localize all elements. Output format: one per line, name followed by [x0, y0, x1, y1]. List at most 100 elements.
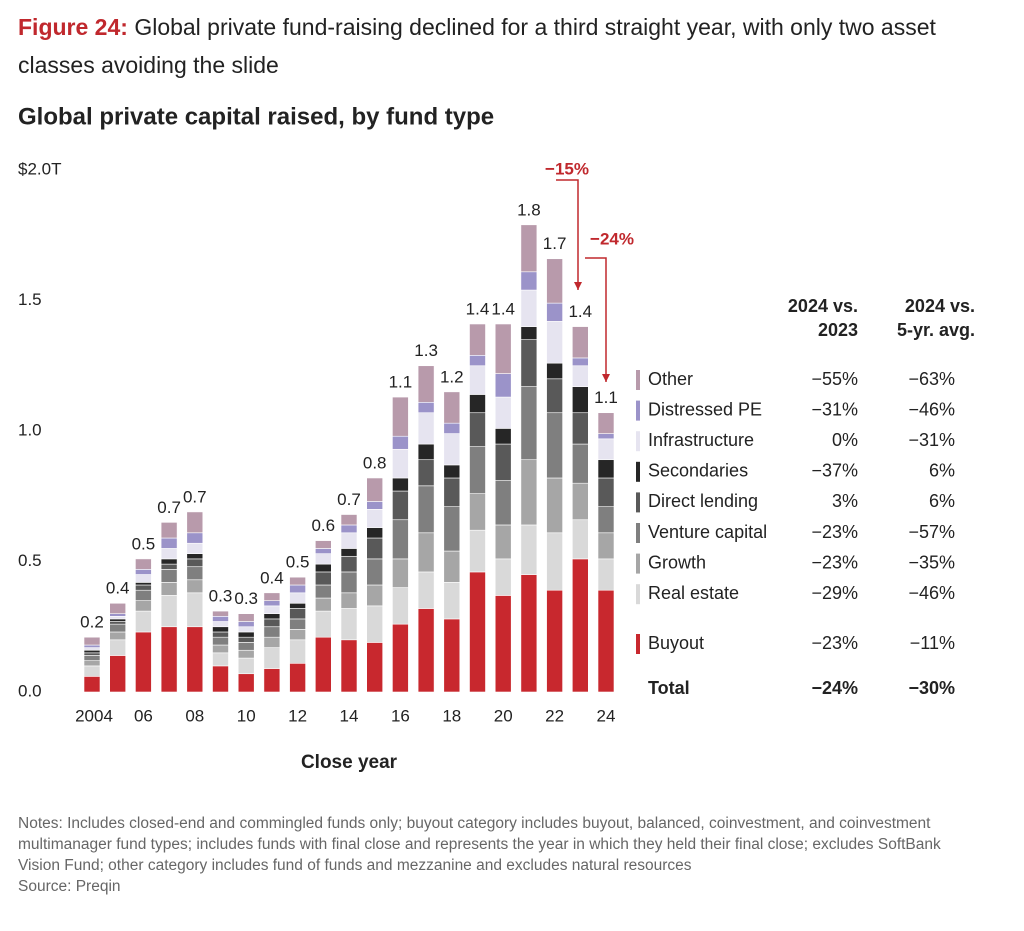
notes: Notes: Includes closed-end and commingle…	[18, 815, 941, 874]
x-tick-label: 24	[597, 706, 616, 725]
bar-segment	[469, 412, 486, 447]
bar-segment	[263, 592, 281, 601]
bar-segment	[135, 574, 152, 583]
bar-segment	[340, 571, 358, 594]
total-label: 0.8	[363, 453, 387, 472]
bar-segment	[340, 592, 358, 609]
legend-swatch	[636, 523, 640, 543]
total-label: 0.5	[132, 534, 156, 553]
bar-segment	[160, 569, 178, 583]
bar-segment	[83, 676, 101, 693]
x-tick-label: 16	[391, 706, 410, 725]
bar-segment	[83, 652, 101, 656]
bar-segment	[135, 582, 152, 586]
bar-segment	[160, 582, 178, 596]
x-axis-label: Close year	[301, 752, 398, 773]
change-vs-2023: −29%	[811, 583, 858, 603]
bar-segment	[366, 501, 384, 510]
total-label: 0.4	[260, 568, 284, 587]
legend-label: Infrastructure	[648, 430, 754, 450]
total-label: 1.3	[414, 341, 438, 360]
bar-segment	[314, 610, 332, 638]
chart-title: Global private capital raised, by fund t…	[18, 103, 494, 130]
bar-segment	[186, 592, 204, 628]
bar-segment	[494, 443, 512, 481]
source: Source: Preqin	[18, 878, 121, 895]
bar-segment	[571, 386, 589, 414]
bar-segment	[263, 605, 281, 614]
bar-segment	[546, 302, 563, 322]
bar-segment	[186, 558, 204, 568]
total-label: 0.6	[311, 516, 335, 535]
bar-segment	[546, 412, 563, 479]
bar-segment	[314, 548, 332, 554]
bar-segment	[571, 412, 589, 445]
bar-segment	[340, 548, 358, 557]
bar-segment	[135, 558, 152, 570]
total-label: 1.4	[491, 299, 515, 318]
bar-segment	[160, 558, 178, 565]
change-vs-5yr: −57%	[908, 522, 955, 542]
bar-segment	[494, 480, 512, 526]
bar-segment	[494, 373, 512, 398]
bar-segment	[469, 394, 486, 414]
bar-segment	[366, 558, 384, 586]
bar-segment	[392, 623, 409, 693]
total-label: 1.8	[517, 200, 541, 219]
bar-segment	[494, 595, 512, 693]
change-vs-5yr: 6%	[929, 491, 955, 511]
bar-segment	[237, 631, 255, 638]
bar-segment	[366, 537, 384, 560]
bar-segment	[417, 608, 435, 693]
bar-segment	[186, 542, 204, 554]
arrow-head	[574, 282, 582, 290]
bar-segment	[597, 477, 615, 507]
change-vs-5yr: −35%	[908, 552, 955, 572]
y-tick-label: 0.5	[18, 551, 42, 570]
bar-segment	[263, 613, 281, 620]
bar-segment	[366, 642, 384, 693]
bar-segment	[212, 644, 229, 654]
bar-segment	[443, 433, 461, 466]
change-vs-2023: −31%	[811, 399, 858, 419]
figure-caption: Global private fund-raising declined for…	[18, 14, 936, 78]
bar-segment	[212, 626, 229, 633]
bar-segment	[494, 524, 512, 560]
bar-segment	[186, 511, 204, 534]
total-label: 1.4	[568, 302, 592, 321]
bar-segment	[83, 665, 101, 677]
bar-segment	[366, 477, 384, 502]
bar-segment	[546, 477, 563, 534]
bar-segment	[83, 636, 101, 646]
bar-segment	[392, 448, 409, 479]
change-vs-2023: −23%	[811, 522, 858, 542]
y-tick-label: 1.5	[18, 290, 42, 309]
bar-segment	[83, 647, 101, 651]
legend-label: Real estate	[648, 583, 739, 603]
x-tick-label: 10	[237, 706, 256, 725]
bar-segment	[135, 631, 152, 693]
total-row-label: Total	[648, 678, 690, 698]
bar-segment	[212, 610, 229, 617]
bar-segment	[289, 602, 306, 609]
x-tick-label: 20	[494, 706, 513, 725]
bar-segment	[417, 412, 435, 445]
bar-segment	[520, 524, 538, 575]
bar-segment	[366, 508, 384, 528]
bar-segment	[212, 652, 229, 667]
legend-swatch	[636, 634, 640, 654]
bar-segment	[289, 576, 306, 586]
legend-label: Distressed PE	[648, 399, 762, 419]
y-tick-label: $2.0T	[18, 159, 61, 178]
x-tick-label: 06	[134, 706, 153, 725]
bar-segment	[366, 527, 384, 539]
column-header: 5-yr. avg.	[897, 320, 975, 340]
bar-segment	[392, 558, 409, 588]
x-tick-label: 22	[545, 706, 564, 725]
bar-segment	[597, 412, 615, 434]
bar-segment	[186, 566, 204, 581]
total-label: 0.3	[209, 587, 233, 606]
bar-segment	[263, 618, 281, 628]
legend-swatch	[636, 492, 640, 513]
bar-segment	[520, 224, 538, 273]
